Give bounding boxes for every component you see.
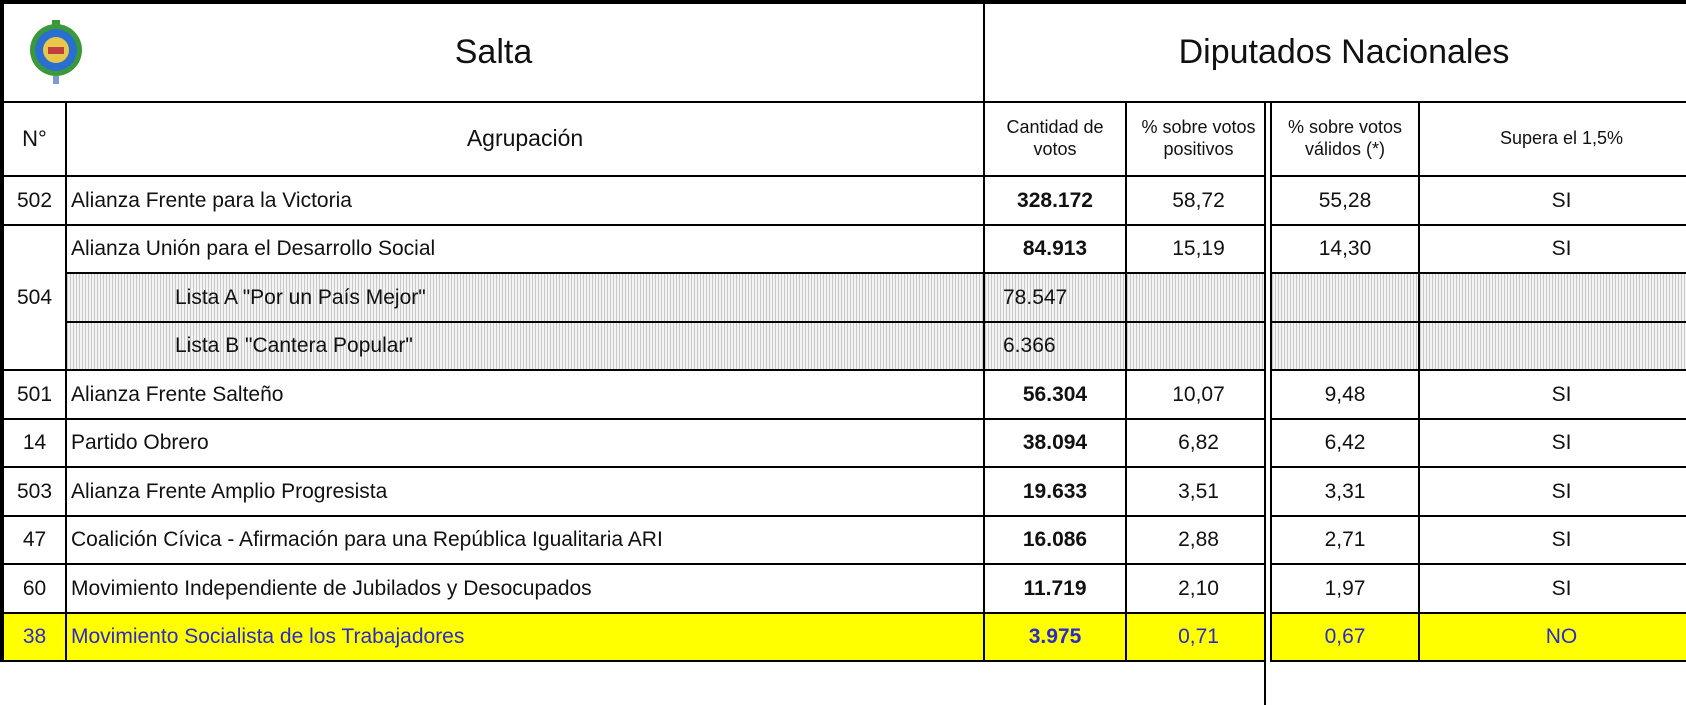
- cell-valid: 2,71: [1272, 516, 1420, 565]
- cell-name: Alianza Unión para el Desarrollo Social: [67, 225, 985, 274]
- cell-votes: 328.172: [985, 177, 1127, 226]
- row-number: 503: [0, 468, 67, 517]
- cell-positive: 15,19: [1127, 225, 1272, 274]
- cell-exceeds: SI: [1420, 517, 1686, 565]
- cell-exceeds: SI: [1420, 226, 1686, 274]
- empty-cell: [1272, 322, 1420, 371]
- cell-positive: 3,51: [1127, 468, 1272, 517]
- column-header: % sobre votos positivos: [1127, 103, 1272, 177]
- empty-cell: [1420, 322, 1686, 371]
- cell-exceeds: SI: [1420, 371, 1686, 420]
- cell-valid: 0,67: [1272, 613, 1420, 662]
- subtitle-cell: Diputados Nacionales: [985, 0, 1686, 103]
- list-name: Lista A "Por un País Mejor": [67, 274, 985, 323]
- cell-positive: 6,82: [1127, 419, 1272, 468]
- cell-votes: 38.094: [985, 419, 1127, 468]
- cell-name: Movimiento Socialista de los Trabajadore…: [67, 613, 985, 662]
- logo: [30, 20, 82, 84]
- cell-name: Alianza Frente Amplio Progresista: [67, 468, 985, 517]
- cell-positive: 10,07: [1127, 371, 1272, 420]
- column-header: Agrupación: [67, 103, 985, 177]
- cell-exceeds: SI: [1420, 177, 1686, 226]
- cell-positive: 2,88: [1127, 516, 1272, 565]
- column-header: Cantidad de votos: [985, 103, 1127, 177]
- cell-valid: 55,28: [1272, 177, 1420, 226]
- row-number: 501: [0, 371, 67, 420]
- empty-cell: [1127, 322, 1272, 371]
- cell-votes: 11.719: [985, 565, 1127, 614]
- row-number: 502: [0, 177, 67, 226]
- cell-exceeds: SI: [1420, 420, 1686, 468]
- cell-exceeds: NO: [1420, 613, 1686, 662]
- cell-name: Movimiento Independiente de Jubilados y …: [67, 565, 985, 614]
- cell-name: Partido Obrero: [67, 419, 985, 468]
- row-number: 60: [0, 565, 67, 614]
- cell-votes: 16.086: [985, 516, 1127, 565]
- cell-votes: 3.975: [985, 613, 1127, 662]
- row-number: 47: [0, 516, 67, 565]
- row-number: 504: [0, 225, 67, 371]
- double-separator: [1264, 103, 1270, 705]
- cell-exceeds: SI: [1420, 468, 1686, 517]
- column-header: Supera el 1,5%: [1420, 103, 1686, 177]
- subtitle: Diputados Nacionales: [1178, 33, 1510, 72]
- cell-valid: 6,42: [1272, 419, 1420, 468]
- cell-valid: 3,31: [1272, 468, 1420, 517]
- empty-cell: [1420, 274, 1686, 323]
- list-name: Lista B "Cantera Popular": [67, 322, 985, 371]
- list-votes: 78.547: [985, 274, 1127, 323]
- cell-valid: 1,97: [1272, 565, 1420, 614]
- title-cell: Salta: [0, 0, 985, 103]
- cell-votes: 19.633: [985, 468, 1127, 517]
- cell-positive: 0,71: [1127, 613, 1272, 662]
- cell-valid: 9,48: [1272, 371, 1420, 420]
- list-votes: 6.366: [985, 322, 1127, 371]
- cell-exceeds: SI: [1420, 565, 1686, 614]
- title: Salta: [454, 33, 533, 72]
- cell-name: Coalición Cívica - Afirmación para una R…: [67, 516, 985, 565]
- empty-cell: [1272, 274, 1420, 323]
- cell-name: Alianza Frente Salteño: [67, 371, 985, 420]
- cell-positive: 58,72: [1127, 177, 1272, 226]
- column-header: N°: [0, 103, 67, 177]
- column-header: % sobre votos válidos (*): [1272, 103, 1420, 177]
- cell-name: Alianza Frente para la Victoria: [67, 177, 985, 226]
- cell-positive: 2,10: [1127, 565, 1272, 614]
- row-number: 14: [0, 419, 67, 468]
- cell-valid: 14,30: [1272, 225, 1420, 274]
- cell-votes: 84.913: [985, 225, 1127, 274]
- cell-votes: 56.304: [985, 371, 1127, 420]
- empty-cell: [1127, 274, 1272, 323]
- row-number: 38: [0, 613, 67, 662]
